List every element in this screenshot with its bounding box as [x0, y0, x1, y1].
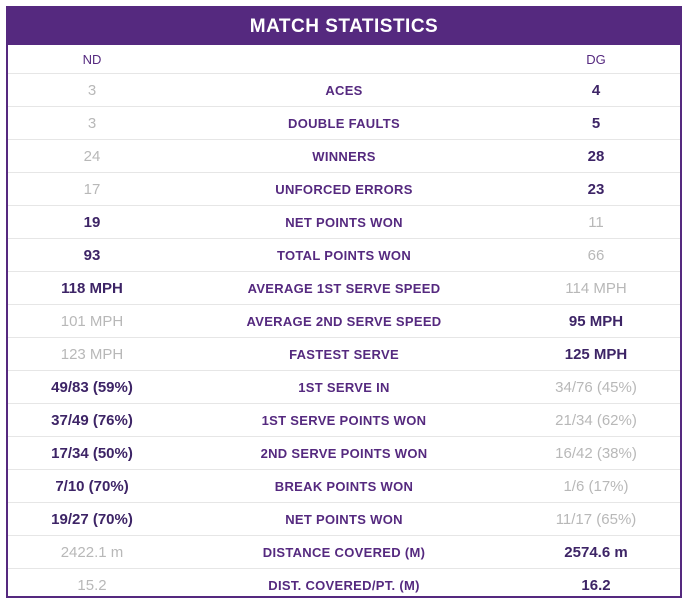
stat-row: 19 NET POINTS WON 11: [8, 206, 680, 239]
stat-row: 15.2 DIST. COVERED/PT. (M) 16.2: [8, 569, 680, 602]
stat-row: 3 ACES 4: [8, 74, 680, 107]
stat-label: UNFORCED ERRORS: [275, 181, 413, 197]
stat-label: DIST. COVERED/PT. (M): [268, 578, 420, 593]
stat-left-value: 101 MPH: [60, 312, 124, 330]
stat-row: 7/10 (70%) BREAK POINTS WON 1/6 (17%): [8, 470, 680, 503]
stat-label: TOTAL POINTS WON: [276, 247, 412, 263]
stat-label: ACES: [325, 82, 363, 98]
stat-label: DOUBLE FAULTS: [288, 115, 400, 131]
stat-left-value: 19: [83, 213, 101, 231]
stat-label: NET POINTS WON: [285, 511, 403, 527]
stat-label: DISTANCE COVERED (M): [262, 544, 426, 560]
player-header-row: ND DG: [8, 45, 680, 74]
stat-label: BREAK POINTS WON: [274, 478, 414, 494]
player-right-name: DG: [586, 51, 606, 67]
stat-left-value: 7/10 (70%): [55, 477, 129, 495]
stat-row: 24 WINNERS 28: [8, 140, 680, 173]
stat-right-value: 4: [591, 81, 601, 99]
stat-left-value: 3: [87, 114, 97, 132]
stat-left-value: 49/83 (59%): [51, 378, 133, 396]
stat-left-value: 3: [87, 81, 97, 99]
stat-row: 37/49 (76%) 1ST SERVE POINTS WON 21/34 (62…: [8, 404, 680, 437]
stat-row: 19/27 (70%) NET POINTS WON 11/17 (65%): [8, 503, 680, 536]
stat-left-value: 2422.1 m: [60, 543, 124, 561]
stat-right-value: 5: [591, 114, 601, 132]
stat-row: 118 MPH AVERAGE 1ST SERVE SPEED 114 MPH: [8, 272, 680, 305]
stat-right-value: 11/17 (65%): [555, 510, 637, 528]
stat-row: 49/83 (59%) 1ST SERVE IN 34/76 (45%): [8, 371, 680, 404]
stat-label: WINNERS: [312, 148, 376, 164]
stat-right-value: 114 MPH: [565, 279, 627, 297]
stat-right-value: 66: [587, 246, 605, 264]
stat-row: 17 UNFORCED ERRORS 23: [8, 173, 680, 206]
stats-table: 3 ACES 4 3 DOUBLE FAULTS 5 24 WINNERS 28 17 UNFORC…: [8, 74, 680, 602]
stat-right-value: 34/76 (45%): [555, 378, 637, 396]
stat-row: 101 MPH AVERAGE 2ND SERVE SPEED 95 MPH: [8, 305, 680, 338]
stat-label: 1ST SERVE POINTS WON: [261, 412, 427, 428]
stat-label: 2ND SERVE POINTS WON: [260, 445, 428, 461]
stat-right-value: 28: [587, 147, 605, 165]
stat-row: 2422.1 m DISTANCE COVERED (M) 2574.6 m: [8, 536, 680, 569]
stat-left-value: 37/49 (76%): [51, 411, 133, 429]
stat-right-value: 21/34 (62%): [555, 411, 637, 429]
stat-right-value: 16.2: [581, 577, 611, 594]
stat-left-value: 19/27 (70%): [51, 510, 133, 528]
stat-label: AVERAGE 1ST SERVE SPEED: [247, 280, 441, 296]
stat-label: NET POINTS WON: [285, 214, 403, 230]
stat-left-value: 24: [83, 147, 101, 165]
stat-label: 1ST SERVE IN: [298, 379, 390, 395]
stat-right-value: 16/42 (38%): [555, 444, 637, 462]
stat-left-value: 17: [83, 180, 101, 198]
stat-left-value: 17/34 (50%): [51, 444, 133, 462]
stat-right-value: 23: [587, 180, 605, 198]
stat-left-value: 123 MPH: [60, 345, 124, 363]
stat-right-value: 1/6 (17%): [563, 477, 629, 495]
stat-left-value: 118 MPH: [61, 279, 123, 297]
stat-right-value: 125 MPH: [564, 345, 628, 363]
match-statistics-panel: MATCH STATISTICS ND DG 3 ACES 4 3 DOUBLE FAU…: [6, 6, 682, 598]
stat-right-value: 95 MPH: [568, 312, 624, 330]
stat-left-value: 93: [83, 246, 101, 264]
stat-row: 93 TOTAL POINTS WON 66: [8, 239, 680, 272]
stat-right-value: 11: [588, 213, 604, 231]
stat-row: 3 DOUBLE FAULTS 5: [8, 107, 680, 140]
stat-row: 17/34 (50%) 2ND SERVE POINTS WON 16/42 (38…: [8, 437, 680, 470]
panel-title: MATCH STATISTICS: [8, 8, 680, 45]
stat-left-value: 15.2: [77, 577, 107, 594]
stat-right-value: 2574.6 m: [564, 543, 628, 561]
player-left-name: ND: [82, 51, 102, 67]
stat-label: AVERAGE 2ND SERVE SPEED: [246, 313, 442, 329]
stat-row: 123 MPH FASTEST SERVE 125 MPH: [8, 338, 680, 371]
stat-label: FASTEST SERVE: [289, 346, 399, 362]
